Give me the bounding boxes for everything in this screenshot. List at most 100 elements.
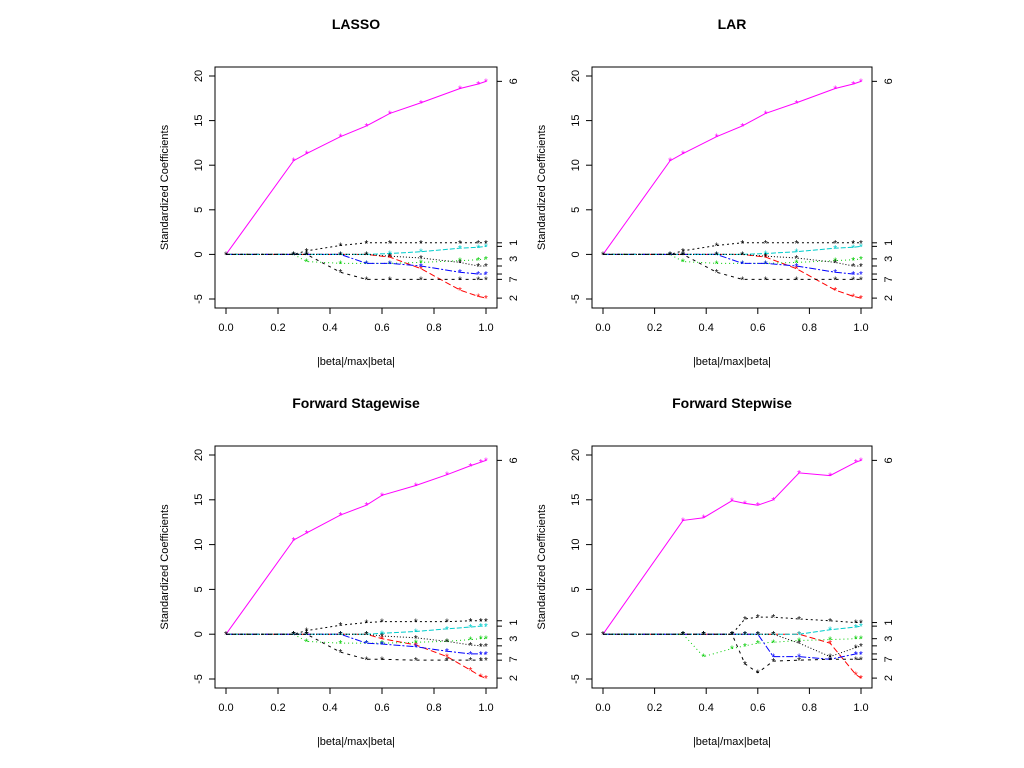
- data-point-1: *: [797, 615, 801, 626]
- data-point-5: *: [479, 622, 483, 633]
- data-point-3: *: [292, 250, 296, 261]
- data-point-1: *: [668, 250, 672, 261]
- x-tick-label: 0.8: [426, 322, 441, 334]
- series-line-3: [603, 253, 862, 264]
- data-point-1: *: [364, 619, 368, 630]
- data-point-5: *: [859, 242, 863, 253]
- data-point-6: *: [484, 77, 488, 88]
- y-tick-label: -5: [193, 294, 205, 304]
- data-point-3: *: [764, 259, 768, 270]
- data-point-5: *: [702, 630, 706, 641]
- data-point-2: *: [854, 671, 858, 682]
- y-tick-label: -5: [570, 294, 582, 304]
- y-axis-label: Standardized Coefficients: [536, 124, 548, 250]
- chart-title: LASSO: [332, 16, 380, 32]
- data-point-8: *: [388, 252, 392, 263]
- right-axis-label: 1: [883, 240, 895, 246]
- data-point-6: *: [715, 133, 719, 144]
- x-tick-label: 0.8: [802, 322, 817, 334]
- data-point-6: *: [854, 458, 858, 469]
- data-point-6: *: [859, 456, 863, 467]
- data-point-5: *: [740, 250, 744, 261]
- data-point-7: *: [414, 656, 418, 667]
- y-tick-label: 20: [570, 70, 582, 82]
- x-tick-label: 0.8: [802, 702, 817, 714]
- series-line-4: [226, 253, 486, 275]
- data-point-1: *: [833, 239, 837, 250]
- data-point-5: *: [305, 250, 309, 261]
- data-point-5: *: [305, 630, 309, 641]
- x-axis-label: |beta|/max|beta|: [693, 356, 771, 368]
- data-point-3: *: [702, 653, 706, 664]
- data-point-7: *: [388, 275, 392, 286]
- data-point-4: *: [797, 653, 801, 664]
- data-point-8: *: [292, 250, 296, 261]
- data-point-1: *: [338, 621, 342, 632]
- data-point-8: *: [828, 653, 832, 664]
- x-tick-label: 0.4: [699, 322, 714, 334]
- data-point-8: *: [743, 630, 747, 641]
- data-point-3: *: [740, 259, 744, 270]
- data-point-1: *: [292, 250, 296, 261]
- data-point-4: *: [484, 270, 488, 281]
- data-point-7: *: [828, 655, 832, 666]
- data-point-3: *: [484, 255, 488, 266]
- data-point-5: *: [681, 630, 685, 641]
- data-point-7: *: [795, 275, 799, 286]
- data-point-1: *: [756, 613, 760, 624]
- data-point-3: *: [743, 642, 747, 653]
- data-point-7: *: [764, 275, 768, 286]
- data-point-6: *: [305, 150, 309, 161]
- data-point-6: *: [797, 469, 801, 480]
- data-point-3: *: [414, 638, 418, 649]
- data-point-1: *: [859, 239, 863, 250]
- data-point-5: *: [851, 243, 855, 254]
- data-point-1: *: [859, 619, 863, 630]
- data-point-6: *: [681, 516, 685, 527]
- y-tick-label: -5: [193, 674, 205, 684]
- data-point-6: *: [338, 133, 342, 144]
- data-point-4: *: [419, 262, 423, 273]
- data-point-6: *: [388, 109, 392, 120]
- data-point-5: *: [743, 630, 747, 641]
- data-point-7: *: [380, 655, 384, 666]
- data-point-3: *: [364, 639, 368, 650]
- right-axis-label: 7: [883, 276, 895, 282]
- data-point-4: *: [851, 270, 855, 281]
- data-point-5: *: [854, 623, 858, 634]
- data-point-8: *: [479, 642, 483, 653]
- x-tick-label: 0.2: [270, 702, 285, 714]
- data-point-2: *: [476, 292, 480, 303]
- y-tick-label: 5: [193, 586, 205, 592]
- data-point-7: *: [458, 275, 462, 286]
- data-point-3: *: [730, 645, 734, 656]
- right-axis-label: 3: [883, 256, 895, 262]
- y-tick-label: 0: [570, 631, 582, 637]
- y-tick-label: 20: [570, 449, 582, 461]
- y-tick-label: 10: [193, 538, 205, 550]
- data-point-3: *: [468, 636, 472, 647]
- series-line-6: [225, 459, 487, 635]
- series-line-6: [602, 80, 862, 255]
- data-point-7: *: [771, 657, 775, 668]
- data-point-4: *: [484, 650, 488, 661]
- data-point-7: *: [681, 250, 685, 261]
- data-point-4: *: [681, 630, 685, 641]
- plot-frame: [591, 66, 873, 309]
- y-tick-label: 5: [193, 207, 205, 213]
- y-tick-label: 5: [570, 586, 582, 592]
- data-point-5: *: [338, 250, 342, 261]
- data-point-7: *: [702, 630, 706, 641]
- data-point-8: *: [730, 630, 734, 641]
- data-point-8: *: [468, 641, 472, 652]
- data-point-4: *: [743, 630, 747, 641]
- data-point-5: *: [292, 250, 296, 261]
- data-point-8: *: [851, 262, 855, 273]
- data-point-7: *: [338, 648, 342, 659]
- series-line-4: [226, 633, 486, 655]
- data-point-7: *: [484, 275, 488, 286]
- x-tick-label: 1.0: [478, 322, 493, 334]
- data-point-4: *: [859, 650, 863, 661]
- series-line-7: [226, 633, 486, 661]
- data-point-1: *: [828, 617, 832, 628]
